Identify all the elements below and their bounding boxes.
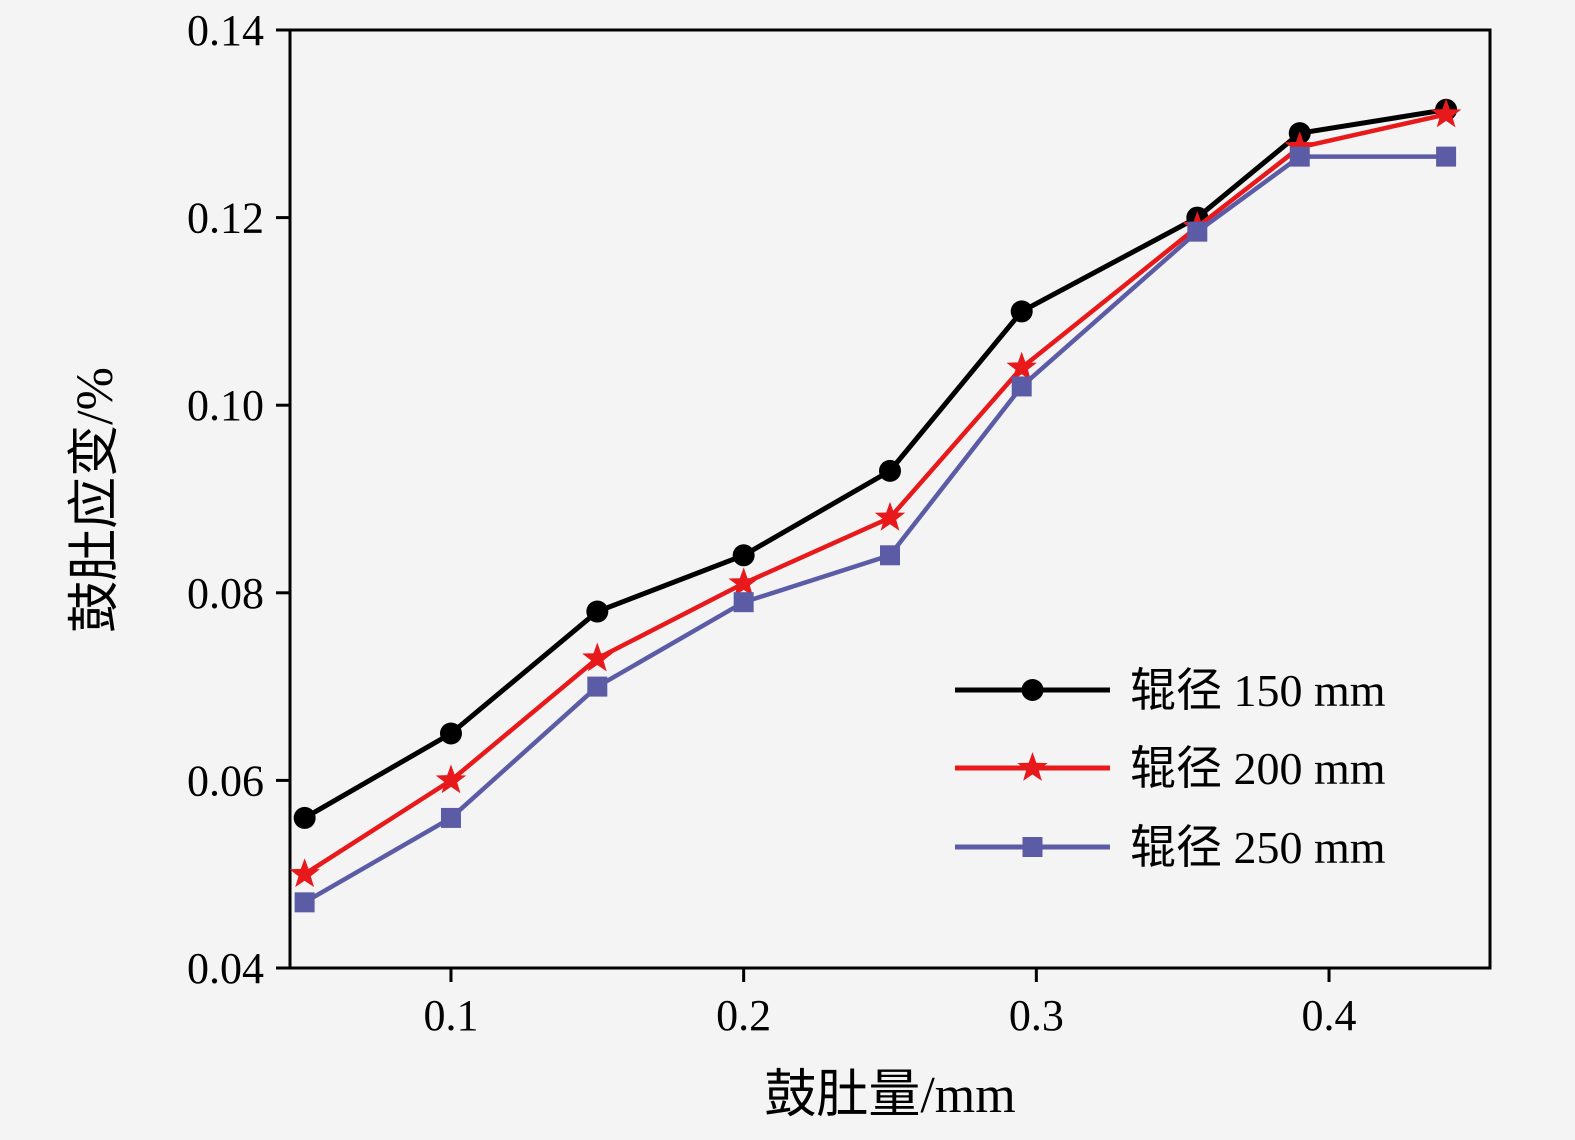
y-tick-label: 0.14: [187, 6, 264, 55]
square-marker: [1187, 221, 1208, 242]
circle-marker: [1010, 300, 1033, 323]
circle-marker: [439, 722, 462, 745]
legend-label: 辊径 150 mm: [1130, 665, 1386, 716]
legend-label: 辊径 250 mm: [1130, 822, 1386, 873]
circle-marker: [1021, 679, 1044, 701]
star-marker: [582, 642, 613, 672]
star-marker: [1430, 98, 1462, 128]
square-marker: [880, 545, 900, 566]
square-marker: [440, 807, 461, 828]
star-marker: [1006, 351, 1037, 381]
legend-label: 辊径 200 mm: [1130, 743, 1386, 794]
square-marker: [1289, 146, 1310, 167]
x-axis-title: 鼓肚量/mm: [764, 1067, 1015, 1124]
square-marker: [294, 892, 315, 913]
star-marker: [1017, 752, 1048, 781]
y-tick-label: 0.10: [187, 381, 264, 430]
y-tick-label: 0.04: [187, 944, 264, 993]
square-marker: [733, 592, 754, 613]
plot-layer: 0.1 0.2 0.3 0.4 0.04 0.06 0.08 0.10 0.12 0.14 辊径 1…: [187, 6, 1492, 1040]
square-marker: [1436, 146, 1457, 167]
y-tick-label: 0.12: [187, 194, 264, 243]
star-marker: [728, 567, 759, 597]
x-tick-label: 0.2: [716, 991, 771, 1040]
plot-frame: [288, 28, 1492, 970]
circle-marker: [879, 459, 901, 482]
circle-marker: [586, 600, 609, 623]
y-tick-label: 0.08: [187, 569, 264, 618]
y-axis-title: 鼓肚应变/%: [67, 367, 124, 633]
circle-marker: [293, 806, 316, 829]
x-tick-label: 0.3: [1009, 991, 1064, 1040]
circle-marker: [732, 544, 755, 567]
star-marker: [435, 764, 467, 794]
y-tick-label: 0.06: [187, 756, 264, 805]
x-tick-label: 0.4: [1302, 991, 1357, 1040]
square-marker: [1011, 376, 1032, 397]
x-tick-label: 0.1: [423, 991, 478, 1040]
square-marker: [587, 676, 608, 697]
star-marker: [1284, 131, 1315, 161]
star-marker: [289, 858, 320, 888]
square-marker: [1022, 837, 1043, 857]
star-marker: [874, 501, 906, 531]
